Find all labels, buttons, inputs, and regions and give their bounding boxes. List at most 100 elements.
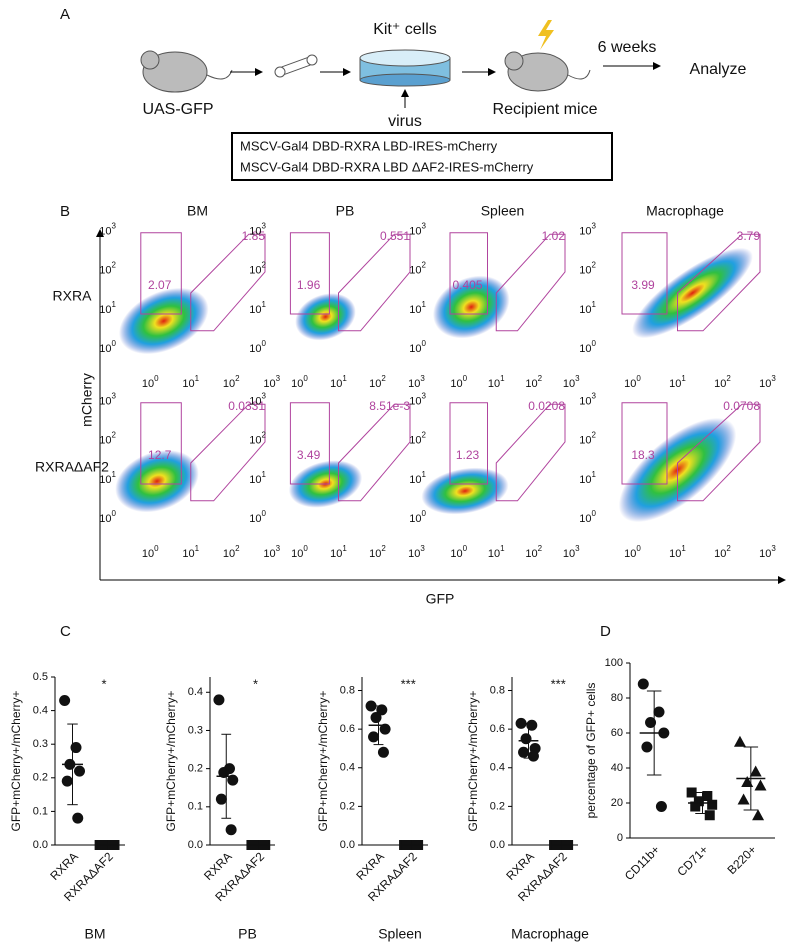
tick-base: 10 bbox=[488, 548, 500, 560]
gate-value: 0.551 bbox=[380, 229, 410, 243]
tick-label: 103 bbox=[408, 544, 425, 560]
tick-exponent: 2 bbox=[422, 261, 427, 270]
tick-base: 10 bbox=[409, 435, 421, 447]
y-axis-label: GFP+mCherry+/mCherry+ bbox=[164, 690, 178, 831]
tick-exponent: 2 bbox=[235, 374, 240, 383]
tick-base: 10 bbox=[223, 548, 235, 560]
tick-exponent: 0 bbox=[636, 374, 641, 383]
tick-exponent: 2 bbox=[112, 431, 117, 440]
tick-label: 102 bbox=[369, 544, 386, 560]
y-tick-label: 0.8 bbox=[490, 684, 505, 696]
tick-label: 101 bbox=[330, 544, 347, 560]
y-tick-label: 0.2 bbox=[33, 772, 48, 784]
column-title: Spleen bbox=[481, 203, 525, 219]
tick-exponent: 3 bbox=[420, 544, 425, 553]
tick-label: 102 bbox=[99, 431, 116, 447]
tick-label: 100 bbox=[99, 339, 116, 355]
tick-base: 10 bbox=[624, 548, 636, 560]
y-tick-label: 0.4 bbox=[490, 762, 505, 774]
y-tick-label: 40 bbox=[611, 762, 623, 774]
tick-exponent: 3 bbox=[771, 374, 776, 383]
tick-base: 10 bbox=[182, 378, 194, 390]
significance: * bbox=[253, 676, 258, 691]
tick-exponent: 0 bbox=[112, 509, 117, 518]
tick-exponent: 1 bbox=[195, 374, 200, 383]
x-tick-label: CD11b+ bbox=[622, 842, 663, 883]
y-axis-label: GFP+mCherry+/mCherry+ bbox=[9, 690, 23, 831]
tick-base: 10 bbox=[99, 474, 111, 486]
gate bbox=[621, 402, 668, 485]
tick-base: 10 bbox=[579, 265, 591, 277]
construct-box bbox=[231, 132, 613, 181]
x-tick-label: B220+ bbox=[725, 842, 760, 877]
tick-label: 102 bbox=[714, 544, 731, 560]
tick-base: 10 bbox=[99, 513, 111, 525]
tick-exponent: 0 bbox=[463, 544, 468, 553]
y-tick-label: 0.3 bbox=[188, 724, 203, 736]
tick-base: 10 bbox=[249, 474, 261, 486]
tick-exponent: 0 bbox=[463, 374, 468, 383]
tick-exponent: 3 bbox=[575, 374, 580, 383]
data-point bbox=[526, 719, 538, 731]
row-label: RXRAΔAF2 bbox=[35, 459, 109, 475]
tick-base: 10 bbox=[409, 265, 421, 277]
tick-base: 10 bbox=[579, 343, 591, 355]
tick-exponent: 1 bbox=[681, 544, 686, 553]
tick-base: 10 bbox=[142, 378, 154, 390]
tick-label: 100 bbox=[249, 509, 266, 525]
tick-exponent: 2 bbox=[726, 374, 731, 383]
gate bbox=[495, 233, 566, 332]
construct: MSCV-Gal4 DBD-RXRA LBD ΔAF2-IRES-mCherry bbox=[240, 159, 534, 174]
panel-x-label: Macrophage bbox=[511, 926, 589, 942]
tick-exponent: 2 bbox=[262, 261, 267, 270]
gate bbox=[289, 232, 330, 315]
tick-label: 100 bbox=[624, 374, 641, 390]
gate-value: 0.0331 bbox=[228, 399, 265, 413]
density-cloud bbox=[115, 450, 199, 513]
tick-label: 100 bbox=[579, 509, 596, 525]
tick-exponent: 3 bbox=[262, 392, 267, 401]
tick-exponent: 1 bbox=[112, 300, 117, 309]
tick-label: 101 bbox=[249, 470, 266, 486]
gate-value: 8.51e-3 bbox=[369, 399, 410, 413]
data-point bbox=[376, 704, 388, 716]
data-point bbox=[733, 735, 746, 747]
tick-exponent: 0 bbox=[262, 509, 267, 518]
y-tick-label: 0.0 bbox=[188, 839, 203, 851]
tick-label: 101 bbox=[409, 300, 426, 316]
gate-value: 18.3 bbox=[631, 448, 655, 462]
tick-base: 10 bbox=[249, 225, 261, 237]
dish-icon bbox=[359, 49, 451, 87]
tick-exponent: 1 bbox=[195, 544, 200, 553]
tick-exponent: 3 bbox=[592, 392, 597, 401]
tick-label: 102 bbox=[223, 374, 240, 390]
tick-label: 101 bbox=[99, 300, 116, 316]
y-tick-label: 60 bbox=[611, 727, 623, 739]
tick-label: 102 bbox=[525, 544, 542, 560]
tick-label: 101 bbox=[669, 544, 686, 560]
tick-label: 103 bbox=[759, 374, 776, 390]
tick-base: 10 bbox=[579, 304, 591, 316]
tick-exponent: 3 bbox=[422, 392, 427, 401]
tick-base: 10 bbox=[408, 378, 420, 390]
tick-exponent: 1 bbox=[592, 470, 597, 479]
tick-base: 10 bbox=[450, 378, 462, 390]
gate bbox=[449, 232, 488, 315]
tick-exponent: 2 bbox=[726, 544, 731, 553]
data-point bbox=[749, 765, 762, 777]
data-point bbox=[72, 812, 84, 824]
tick-exponent: 1 bbox=[592, 300, 597, 309]
data-point bbox=[515, 717, 527, 729]
tick-base: 10 bbox=[579, 395, 591, 407]
gate bbox=[495, 403, 566, 502]
data-point bbox=[637, 678, 649, 690]
tick-exponent: 3 bbox=[276, 544, 281, 553]
tick-base: 10 bbox=[99, 435, 111, 447]
mouse-icon bbox=[504, 51, 591, 92]
tick-exponent: 3 bbox=[112, 222, 117, 231]
tick-label: 100 bbox=[291, 544, 308, 560]
tick-base: 10 bbox=[579, 435, 591, 447]
